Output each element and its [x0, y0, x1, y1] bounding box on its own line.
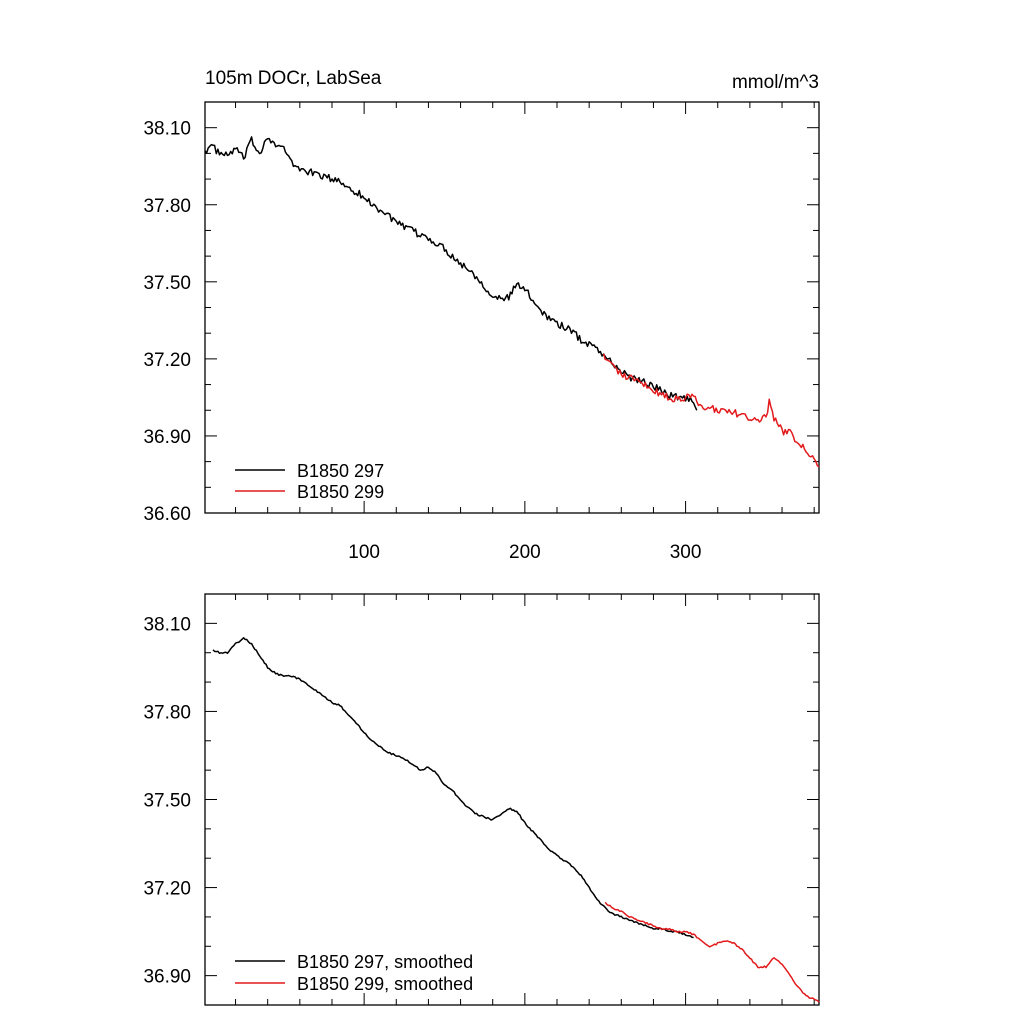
legend-label-b1850-297-smoothed: B1850 297, smoothed [297, 952, 473, 972]
series-line-b1850-299-smoothed [604, 901, 820, 1003]
series-line-b1850-297-smoothed [212, 637, 694, 939]
y-tick-label: 37.80 [143, 196, 191, 217]
y-tick-label: 37.50 [143, 273, 191, 294]
y-tick-label: 38.10 [143, 614, 191, 635]
bottom-y-axis: 36.90 37.20 37.50 37.80 38.10 [143, 593, 819, 1006]
y-tick-label: 37.80 [143, 702, 191, 723]
top-plot-frame [204, 101, 820, 514]
legend-label-b1850-299: B1850 299 [297, 482, 384, 502]
series-line-b1850-297 [204, 136, 698, 411]
chart-title: 105m DOCr, LabSea [205, 68, 382, 89]
legend-label-b1850-297: B1850 297 [297, 461, 384, 481]
units-label: mmol/m^3 [732, 72, 819, 93]
top-panel: 36.60 36.90 37.20 37.50 37.80 38.10 100 200 300… [143, 68, 820, 563]
bottom-series-group [212, 637, 820, 1003]
top-y-axis: 36.60 36.90 37.20 37.50 37.80 38.10 [143, 101, 819, 525]
y-tick-label: 37.50 [143, 791, 191, 812]
top-series-group [204, 136, 820, 468]
bottom-x-axis [235, 594, 815, 1005]
series-line-b1850-299 [602, 353, 820, 468]
x-tick-label: 300 [670, 542, 702, 563]
bottom-panel: 36.90 37.20 37.50 37.80 38.10 B1850 297, smo… [143, 593, 820, 1006]
y-tick-label: 37.20 [143, 879, 191, 900]
y-tick-label: 38.10 [143, 119, 191, 140]
y-tick-label: 36.90 [143, 967, 191, 988]
y-tick-label: 36.60 [143, 504, 191, 525]
bottom-plot-frame [204, 593, 820, 1006]
x-tick-label: 200 [509, 542, 541, 563]
y-tick-label: 37.20 [143, 350, 191, 371]
legend-label-b1850-299-smoothed: B1850 299, smoothed [297, 974, 473, 994]
top-legend: B1850 297 B1850 299 [235, 461, 384, 502]
y-tick-label: 36.90 [143, 427, 191, 448]
top-x-axis: 100 200 300 [235, 102, 815, 563]
x-tick-label: 100 [348, 542, 380, 563]
bottom-legend: B1850 297, smoothed B1850 299, smoothed [235, 952, 473, 994]
